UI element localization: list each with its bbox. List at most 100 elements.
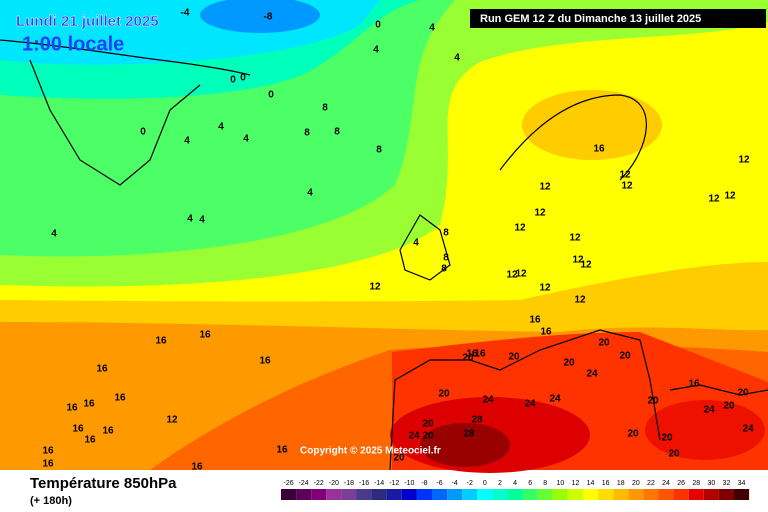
legend-swatch [658, 489, 674, 500]
legend-swatch [401, 489, 417, 500]
contour-label: 8 [441, 264, 447, 275]
contour-label: 16 [155, 336, 167, 347]
contour-label: 16 [466, 349, 478, 360]
contour-label: 20 [627, 429, 639, 440]
contour-label: 20 [438, 389, 450, 400]
field-band [420, 423, 510, 467]
legend-swatch [598, 489, 614, 500]
legend-tick-label: 10 [556, 480, 564, 487]
coastline [29, 59, 201, 186]
contour-label: 12 [572, 255, 584, 266]
legend-swatch [552, 489, 568, 500]
contour-label: 20 [598, 338, 610, 349]
legend-tick-label: 34 [738, 480, 746, 487]
contour-label: 20 [619, 351, 631, 362]
contour-label: 0 [268, 90, 274, 101]
contour-label: 24 [524, 399, 536, 410]
legend-tick-label: -2 [467, 480, 473, 487]
contour-label: 28 [471, 415, 483, 426]
contour-label: 12 [506, 270, 518, 281]
contour-label: 20 [422, 431, 434, 442]
contour-label: 20 [661, 433, 673, 444]
run-info: Run GEM 12 Z du Dimanche 13 juillet 2025 [480, 13, 701, 25]
legend-swatch [371, 489, 387, 500]
contour-label: 16 [102, 426, 114, 437]
contour-label: 12 [514, 223, 526, 234]
contour-label: 12 [621, 181, 633, 192]
contour-label: 24 [408, 431, 420, 442]
contour-label: 20 [647, 396, 659, 407]
contour-label: 12 [539, 182, 551, 193]
legend-swatch [492, 489, 508, 500]
contour-label: 4 [218, 122, 224, 133]
contour-label: 4 [373, 45, 379, 56]
contour-label: 20 [668, 449, 680, 460]
contour-label: 8 [334, 127, 340, 138]
contour-label: 16 [84, 435, 96, 446]
valid-date: Lundi 21 juillet 2025 [16, 13, 159, 30]
contour-label: 4 [429, 23, 435, 34]
coastlines [0, 39, 768, 471]
legend-swatch [537, 489, 553, 500]
legend-tick-label: 28 [692, 480, 700, 487]
legend-swatch [522, 489, 538, 500]
coastline [499, 94, 647, 181]
legend-tick-label: 18 [617, 480, 625, 487]
legend-tick-label: 22 [647, 480, 655, 487]
coastline [669, 384, 768, 396]
contour-label: 16 [96, 364, 108, 375]
contour-label: 12 [539, 283, 551, 294]
contour-label: 16 [199, 330, 211, 341]
legend-tick-label: -6 [436, 480, 442, 487]
contour-label: 4 [199, 215, 205, 226]
legend-tick-label: 12 [572, 480, 580, 487]
legend-swatch [628, 489, 644, 500]
contour-label: 4 [184, 136, 190, 147]
legend-swatch [447, 489, 463, 500]
legend-swatch [718, 489, 734, 500]
legend-tick-label: -22 [314, 480, 324, 487]
contour-label: 4 [187, 214, 193, 225]
contour-label: 20 [723, 401, 735, 412]
contour-label: 12 [534, 208, 546, 219]
legend-swatch [613, 489, 629, 500]
contour-label: 16 [83, 399, 95, 410]
contour-label: -8 [264, 12, 273, 23]
contour-label: 20 [422, 419, 434, 430]
legend-tick-label: -8 [421, 480, 427, 487]
contour-label: 16 [540, 327, 552, 338]
legend-tick-label: 32 [723, 480, 731, 487]
legend-tick-label: -12 [389, 480, 399, 487]
contour-label: 8 [322, 103, 328, 114]
legend-tick-label: -18 [344, 480, 354, 487]
temperature-field [0, 0, 768, 473]
contour-label: 12 [580, 260, 592, 271]
contour-label: 24 [703, 405, 715, 416]
contour-label: 16 [688, 379, 700, 390]
valid-time: 1:00 locale [22, 33, 124, 55]
legend-tick-label: -26 [283, 480, 293, 487]
contour-label: 0 [140, 127, 146, 138]
contour-label: 12 [369, 282, 381, 293]
legend-tick-label: 8 [543, 480, 547, 487]
contour-label: 20 [563, 358, 575, 369]
contour-label: 20 [508, 352, 520, 363]
legend-tick-label: 20 [632, 480, 640, 487]
contour-label: 16 [42, 446, 54, 457]
contour-label: 0 [230, 75, 236, 86]
contour-label: 20 [393, 453, 405, 464]
legend-tick-label: 4 [513, 480, 517, 487]
legend-tick-label: 24 [662, 480, 670, 487]
legend-swatch [281, 489, 297, 500]
contour-label: 16 [259, 356, 271, 367]
coastline [0, 39, 251, 76]
contour-label: 12 [724, 191, 736, 202]
run-box [470, 9, 766, 28]
contour-label: -4 [181, 8, 190, 19]
contour-label: 8 [443, 253, 449, 264]
legend-swatch [507, 489, 523, 500]
field-band [645, 400, 765, 460]
